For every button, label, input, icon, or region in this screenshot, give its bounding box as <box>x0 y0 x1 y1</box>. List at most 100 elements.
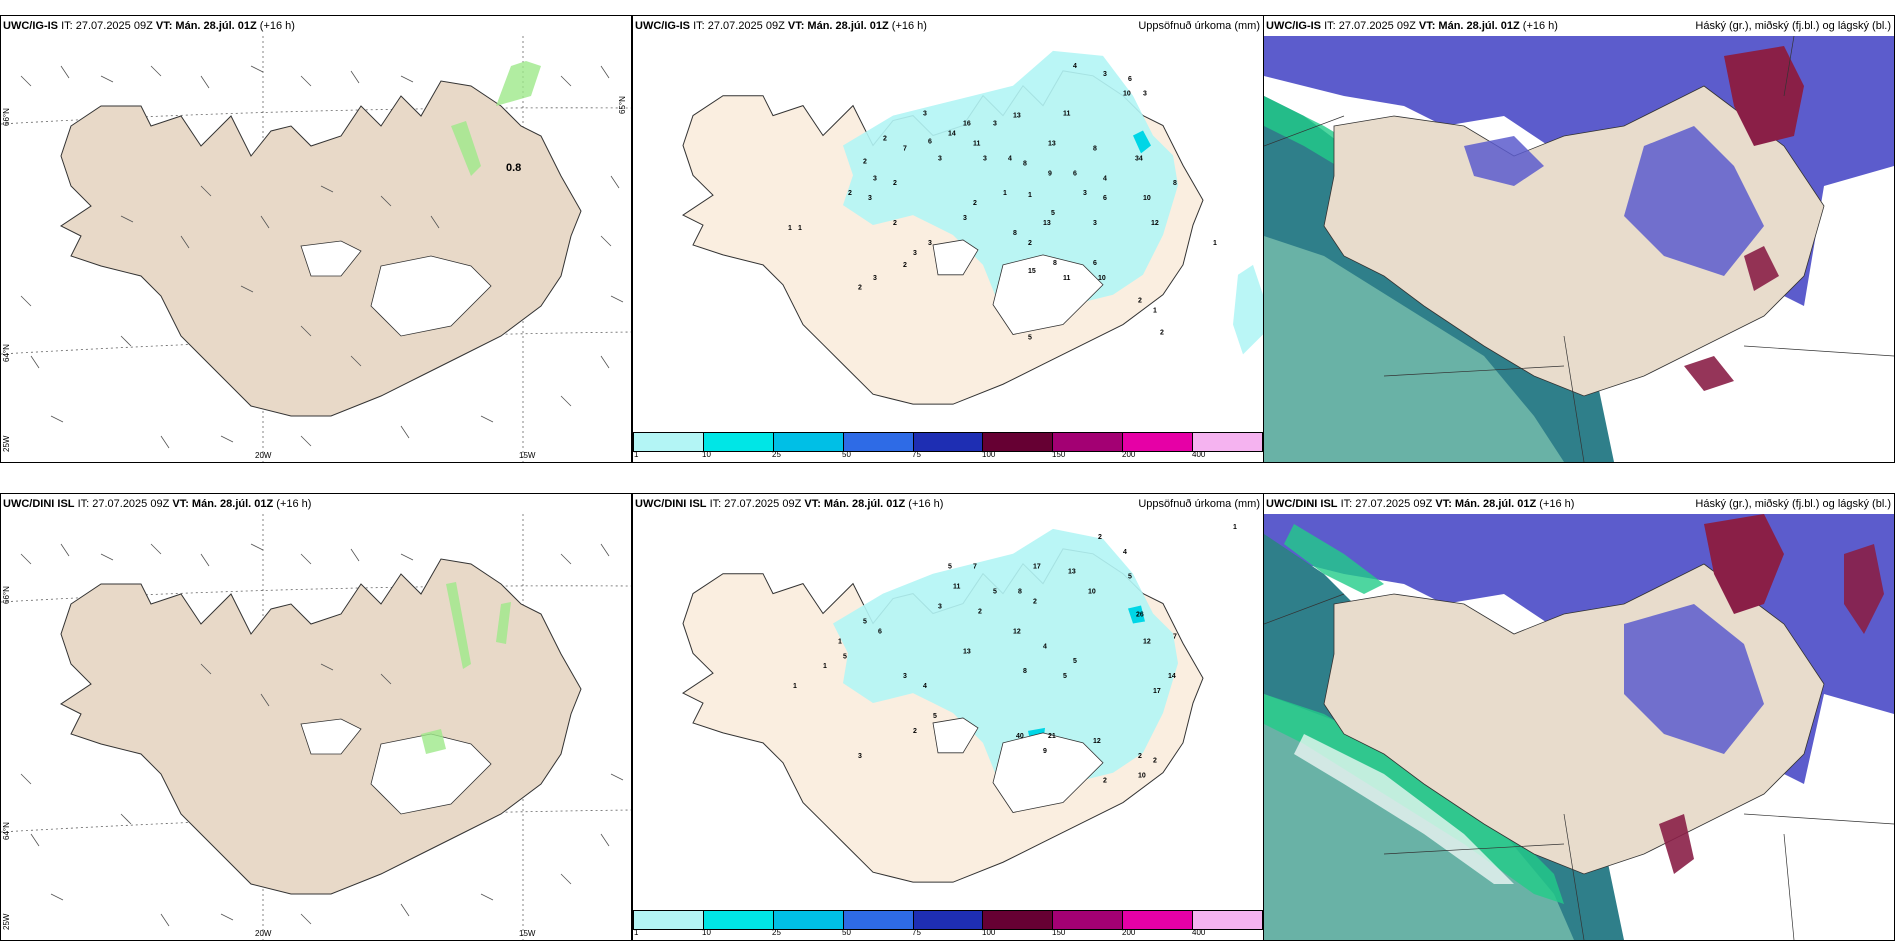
precip-value: 10 <box>1088 589 1096 596</box>
precip-value: 2 <box>893 220 897 227</box>
colorbar-swatch <box>913 911 984 929</box>
precip-value: 11 <box>1063 275 1071 282</box>
colorbar-swatch <box>1123 911 1194 929</box>
colorbar-swatch <box>1193 911 1263 929</box>
lon-label: 15W <box>519 451 536 460</box>
precip-value: 3 <box>1143 91 1147 98</box>
precip-value: 8 <box>1093 145 1097 152</box>
precip-value: 1 <box>1213 240 1217 247</box>
init-time: IT: 27.07.2025 09Z <box>1324 20 1416 32</box>
precip-value: 3 <box>873 175 877 182</box>
cloud-map <box>1264 514 1894 940</box>
colorbar-swatch <box>1123 433 1194 451</box>
precip-value: 3 <box>923 111 927 118</box>
valid-label: VT: <box>804 498 821 510</box>
precip-value: 13 <box>1068 569 1076 576</box>
lat-label: 25W <box>2 435 11 452</box>
precip-value: 2 <box>863 158 867 165</box>
precip-value: 3 <box>903 673 907 680</box>
precip-value: 2 <box>883 135 887 142</box>
precip-value: 7 <box>1173 633 1177 640</box>
colorbar-swatch <box>634 911 704 929</box>
panel-header: UWC/IG-IS IT: 27.07.2025 09Z VT: Mán. 28… <box>1264 16 1894 36</box>
panel-title: Uppsöfnuð úrkoma (mm) <box>1138 20 1260 32</box>
precip-value: 21 <box>1048 733 1056 740</box>
colorbar-tick: 1 <box>634 928 639 937</box>
precip-value: 4 <box>1073 63 1077 70</box>
wind-map-panel-bottom: UWC/DINI ISL IT: 27.07.2025 09Z VT: Mán.… <box>0 493 632 941</box>
valid-time: Mán. 28.júl. 01Z <box>175 20 257 32</box>
precip-value: 6 <box>878 628 882 635</box>
precip-value: 4 <box>1103 175 1107 182</box>
precip-value: 14 <box>1168 673 1176 680</box>
precip-map: 2 1 4 5 13 17 10 26 5 11 7 12 5 8 2 6 5 … <box>633 514 1263 912</box>
colorbar-tick: 100 <box>982 450 996 459</box>
colorbar-tick: 400 <box>1192 928 1206 937</box>
colorbar-tick: 75 <box>912 928 921 937</box>
precip-value: 1 <box>1003 190 1007 197</box>
valid-time: Mán. 28.júl. 01Z <box>823 498 906 510</box>
valid-label: VT: <box>155 20 173 32</box>
lat-label: 65°N <box>618 96 627 114</box>
colorbar-swatch <box>1053 911 1124 929</box>
precip-map: 4 3 6 10 3 11 13 16 3 14 3 2 8 7 6 11 13… <box>633 36 1263 434</box>
precip-value: 8 <box>1023 160 1027 167</box>
precip-value: 3 <box>868 195 872 202</box>
precip-value: 1 <box>1028 192 1032 199</box>
colorbar-tick: 100 <box>982 928 996 937</box>
precip-map-panel-bottom: UWC/DINI ISL IT: 27.07.2025 09Z VT: Mán.… <box>632 493 1264 941</box>
colorbar-ticks: 1 10 25 50 75 100 150 200 400 <box>633 450 1263 462</box>
precip-value: 40 <box>1016 733 1024 740</box>
precip-value: 8 <box>1018 589 1022 596</box>
precip-value: 1 <box>798 225 802 232</box>
init-time: IT: 27.07.2025 09Z <box>61 20 153 32</box>
precip-value: 17 <box>1033 564 1041 571</box>
init-time: IT: 27.07.2025 09Z <box>77 498 170 510</box>
precip-value: 2 <box>1028 240 1032 247</box>
colorbar-swatch <box>634 433 704 451</box>
precip-value: 6 <box>1073 170 1077 177</box>
init-time: IT: 27.07.2025 09Z <box>1340 498 1433 510</box>
precip-value: 2 <box>973 200 977 207</box>
precip-value: 11 <box>953 584 961 591</box>
lead-time: (+16 h) <box>1539 498 1575 510</box>
precip-value: 2 <box>1138 298 1142 305</box>
precip-value: 3 <box>938 155 942 162</box>
precip-value: 2 <box>1160 330 1164 337</box>
cloud-map <box>1264 36 1894 462</box>
wind-map: 0.8 66°N 65°N 64°N 25W 20W 15W <box>1 36 631 462</box>
lat-label: 64°N <box>2 344 11 362</box>
colorbar-swatch <box>983 433 1054 451</box>
precip-value: 2 <box>913 728 917 735</box>
precip-value: 12 <box>1093 738 1101 745</box>
precip-value: 1 <box>1153 308 1157 315</box>
panel-header: UWC/DINI ISL IT: 27.07.2025 09Z VT: Mán.… <box>1 494 631 514</box>
precip-value: 5 <box>993 589 997 596</box>
precip-value: 17 <box>1153 688 1161 695</box>
precip-value: 6 <box>1093 260 1097 267</box>
colorbar <box>633 432 1263 452</box>
colorbar-swatch <box>843 911 914 929</box>
lead-time: (+16 h) <box>276 498 312 510</box>
colorbar-swatch <box>983 911 1054 929</box>
precip-value: 14 <box>948 131 956 138</box>
precip-value: 2 <box>978 609 982 616</box>
lon-label: 20W <box>255 451 272 460</box>
cloud-map-panel-bottom: UWC/DINI ISL IT: 27.07.2025 09Z VT: Mán.… <box>1263 493 1895 941</box>
colorbar-tick: 50 <box>842 928 851 937</box>
colorbar-swatch <box>773 911 844 929</box>
precip-value: 15 <box>1028 268 1036 275</box>
valid-label: VT: <box>172 498 189 510</box>
panel-header: UWC/DINI ISL IT: 27.07.2025 09Z VT: Mán.… <box>633 494 1263 514</box>
precip-value: 12 <box>1013 628 1021 635</box>
lat-label: 25W <box>2 913 11 930</box>
precip-value: 6 <box>928 138 932 145</box>
valid-label: VT: <box>787 20 805 32</box>
precip-value: 6 <box>1128 76 1132 83</box>
precip-value: 4 <box>1123 549 1127 556</box>
model-name: UWC/DINI ISL <box>635 498 707 510</box>
valid-time: Mán. 28.júl. 01Z <box>1438 20 1520 32</box>
model-name: UWC/IG-IS <box>635 20 690 32</box>
panel-header: UWC/IG-IS IT: 27.07.2025 09Z VT: Mán. 28… <box>1 16 631 36</box>
precip-value: 5 <box>1073 658 1077 665</box>
